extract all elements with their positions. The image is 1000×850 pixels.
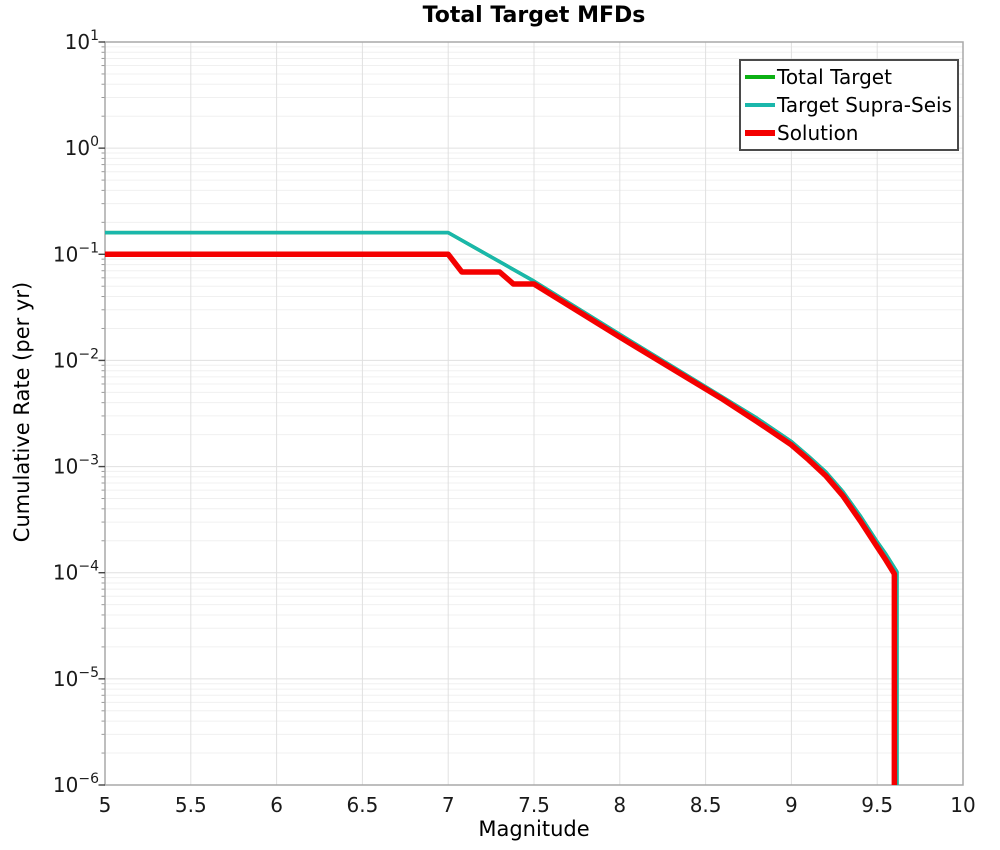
line-swatch-icon: [745, 103, 775, 107]
y-tick-label: 10−4: [53, 559, 99, 585]
legend-item-solution: Solution: [745, 119, 952, 147]
legend-label: Target Supra-Seis: [777, 93, 952, 117]
legend-item-total-target: Total Target: [745, 63, 952, 91]
x-tick-label: 10: [950, 793, 975, 817]
x-tick-label: 8: [613, 793, 626, 817]
legend-item-target-supra-seis: Target Supra-Seis: [745, 91, 952, 119]
minor-gridlines: [101, 46, 963, 754]
series-line-solution: [105, 251, 898, 785]
x-tick-label: 5.5: [175, 793, 207, 817]
legend-label: Solution: [777, 121, 859, 145]
x-tick-label: 5: [99, 793, 112, 817]
y-tick-label: 101: [65, 28, 99, 54]
x-tick-label: 6.5: [346, 793, 378, 817]
x-tick-label: 8.5: [690, 793, 722, 817]
legend: Total Target Target Supra-Seis Solution: [739, 59, 959, 151]
x-tick-label: 7: [442, 793, 455, 817]
x-axis-label: Magnitude: [478, 817, 590, 841]
legend-label: Total Target: [777, 65, 892, 89]
x-axis-ticks: 5 5.5 6 6.5 7 7.5 8 8.5 9 9.5 10: [99, 793, 976, 817]
x-tick-label: 9: [785, 793, 798, 817]
y-axis-ticks: 101 100 10−1 10−2 10−3 10−4 10−5 10−6: [53, 28, 105, 797]
y-axis-label: Cumulative Rate (per yr): [10, 281, 34, 543]
y-tick-label: 100: [65, 134, 99, 160]
plot-frame: [104, 41, 964, 786]
chart-title: Total Target MFDs: [422, 3, 646, 28]
y-tick-label: 10−6: [53, 771, 99, 797]
x-tick-label: 6: [270, 793, 283, 817]
x-tick-label: 7.5: [518, 793, 550, 817]
line-swatch-icon: [745, 130, 775, 136]
x-tick-label: 9.5: [861, 793, 893, 817]
y-tick-label: 10−5: [53, 665, 99, 691]
line-swatch-icon: [745, 75, 775, 79]
y-tick-label: 10−2: [53, 346, 99, 372]
y-tick-label: 10−1: [53, 240, 99, 266]
y-tick-label: 10−3: [53, 453, 99, 479]
